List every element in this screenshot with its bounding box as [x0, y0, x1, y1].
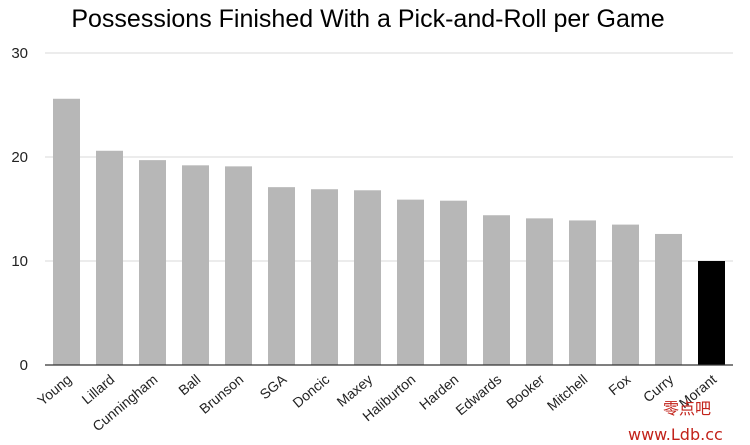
bar-fox — [612, 224, 639, 365]
bar-haliburton — [397, 199, 424, 365]
x-tick-label: Booker — [503, 371, 548, 412]
bar-harden — [440, 200, 467, 365]
chart-title: Possessions Finished With a Pick-and-Rol… — [71, 5, 664, 33]
bar-edwards — [483, 215, 510, 365]
x-tick-label: Fox — [605, 371, 633, 398]
y-axis-ticks: 0 10 20 30 — [11, 45, 28, 374]
bar-ball — [182, 165, 209, 365]
x-tick-label: Edwards — [452, 371, 504, 418]
bar-doncic — [311, 189, 338, 365]
bar-sga — [268, 187, 295, 365]
x-tick-label: Ball — [175, 371, 203, 398]
x-tick-label: Young — [34, 371, 74, 408]
bar-curry — [655, 233, 682, 365]
bar-brunson — [225, 166, 252, 365]
bar-lillard — [96, 150, 123, 365]
bar-morant — [698, 261, 725, 365]
bar-young — [53, 98, 80, 365]
y-tick-label: 20 — [11, 149, 28, 166]
watermark: 零点吧 www.Ldb.cc — [628, 399, 723, 444]
y-tick-label: 30 — [11, 45, 28, 62]
bar-mitchell — [569, 220, 596, 365]
bar-cunningham — [139, 160, 166, 365]
bar-maxey — [354, 190, 381, 365]
x-tick-label: Lillard — [79, 371, 118, 407]
x-tick-label: Doncic — [289, 371, 332, 411]
bar-booker — [526, 218, 553, 365]
watermark-line2: www.Ldb.cc — [628, 425, 723, 444]
x-tick-label: Brunson — [196, 371, 246, 417]
watermark-line1: 零点吧 — [663, 399, 711, 418]
x-tick-label: SGA — [256, 371, 289, 403]
y-tick-label: 0 — [20, 357, 28, 374]
y-tick-label: 10 — [11, 253, 28, 270]
x-tick-label: Mitchell — [544, 371, 591, 414]
bars — [53, 98, 725, 365]
